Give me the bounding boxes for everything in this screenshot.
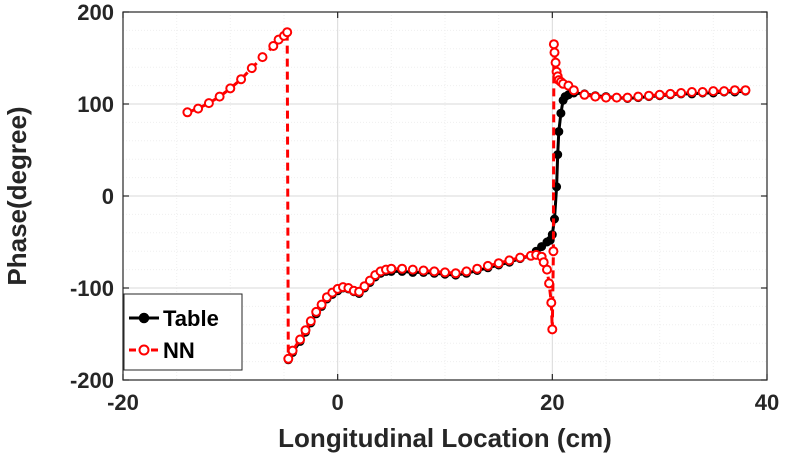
y-tick-label: 100	[77, 92, 114, 117]
data-point-nn	[305, 316, 316, 327]
data-point-nn	[590, 91, 601, 102]
data-point-nn	[236, 74, 247, 85]
data-point-nn	[268, 41, 279, 51]
data-point-nn	[418, 265, 429, 276]
data-point-nn	[214, 91, 225, 102]
data-point-nn	[729, 85, 740, 96]
data-point-nn	[546, 297, 557, 308]
data-point-nn	[550, 57, 561, 68]
data-point-nn	[246, 63, 257, 74]
legend-table-marker	[138, 312, 150, 324]
y-tick-label: -100	[70, 276, 114, 301]
data-point-nn	[257, 52, 268, 63]
data-point-nn	[407, 264, 418, 275]
data-point-nn	[397, 263, 408, 274]
data-point-nn	[493, 258, 504, 269]
x-tick-label: 20	[540, 390, 564, 415]
y-tick-label: -200	[70, 368, 114, 393]
y-tick-label: 200	[77, 0, 114, 25]
data-point-nn	[225, 83, 236, 94]
x-axis-label: Longitudinal Location (cm)	[278, 423, 612, 453]
x-tick-label: -20	[107, 390, 139, 415]
data-point-nn	[472, 263, 483, 274]
legend-box	[123, 293, 243, 371]
data-point-nn	[601, 92, 611, 103]
data-point-nn	[283, 353, 294, 364]
x-tick-label: 40	[755, 390, 779, 415]
data-point-nn	[193, 103, 204, 114]
y-tick-label: 0	[102, 184, 114, 209]
data-point-nn	[300, 325, 311, 336]
data-point-nn	[287, 345, 298, 356]
data-point-nn	[643, 90, 654, 101]
data-point-nn	[676, 88, 687, 98]
data-point-nn	[654, 89, 665, 100]
legend: Table NN	[123, 293, 243, 371]
data-point-nn	[547, 324, 558, 335]
data-point-nn	[440, 267, 450, 278]
data-point-table	[554, 127, 564, 137]
data-point-nn	[542, 264, 552, 275]
data-point-nn	[515, 252, 526, 263]
data-point-nn	[568, 85, 579, 96]
data-point-nn	[548, 39, 559, 50]
y-axis-label: Phase(degree)	[2, 106, 32, 285]
x-tick-label: 0	[332, 390, 344, 415]
data-point-nn	[611, 92, 622, 103]
data-point-nn	[311, 306, 322, 317]
data-point-nn	[282, 27, 293, 38]
data-point-nn	[708, 86, 719, 97]
data-point-nn	[504, 255, 515, 266]
data-point-nn	[386, 263, 397, 274]
data-point-nn	[740, 85, 751, 96]
data-point-table	[556, 108, 566, 118]
legend-nn-marker	[138, 344, 150, 356]
data-point-nn	[450, 268, 461, 279]
data-point-nn	[665, 88, 676, 99]
legend-table-label: Table	[163, 306, 219, 331]
data-point-nn	[316, 299, 327, 310]
data-point-nn	[622, 92, 633, 103]
series-layer	[182, 27, 751, 365]
data-point-nn	[544, 278, 555, 289]
data-point-nn	[719, 86, 730, 97]
data-point-nn	[203, 98, 214, 109]
data-point-nn	[461, 266, 472, 277]
data-point-nn	[429, 266, 440, 277]
data-point-nn	[579, 89, 590, 100]
data-point-nn	[686, 87, 697, 97]
data-point-nn	[549, 47, 560, 58]
series-markers-nn	[182, 27, 751, 364]
data-point-nn	[548, 246, 559, 257]
data-point-nn	[697, 87, 708, 97]
data-point-nn	[482, 260, 493, 271]
data-point-nn	[295, 334, 306, 345]
legend-nn-label: NN	[163, 338, 195, 363]
data-point-nn	[182, 107, 193, 118]
data-point-nn	[633, 91, 644, 102]
